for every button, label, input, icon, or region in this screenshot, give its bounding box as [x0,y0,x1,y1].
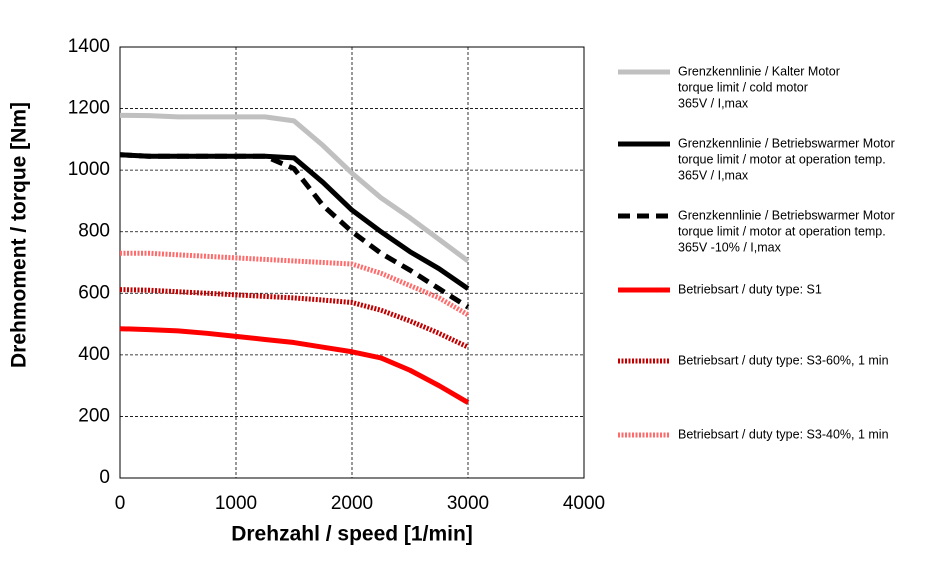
y-tick-label: 1400 [68,36,110,57]
legend-entry: Grenzkennlinie / Kalter Motor torque limi… [618,64,840,110]
legend-label: 365V / I,max [678,168,749,182]
x-tick-label: 2000 [331,493,373,514]
y-tick-label: 1000 [68,159,110,180]
legend-label: Betriebsart / duty type: S3-40%, 1 min [678,427,889,441]
legend-label: torque limit / motor at operation temp. [678,224,886,238]
x-tick-label: 1000 [215,493,257,514]
legend-label: Grenzkennlinie / Betriebswarmer Motor [678,136,895,150]
x-tick-label: 4000 [563,493,605,514]
legend-entry: Grenzkennlinie / Betriebswarmer Motor tor… [618,208,895,254]
legend-label: Grenzkennlinie / Kalter Motor [678,64,840,78]
series-line [119,326,470,405]
legend-label: Grenzkennlinie / Betriebswarmer Motor [678,208,895,222]
x-tick-label: 0 [115,493,126,514]
y-tick-label: 600 [78,282,110,303]
legend-label: 365V -10% / I,max [678,240,782,254]
y-tick-label: 400 [78,344,110,365]
series-line [119,287,470,350]
y-axis-label: Drehmoment / torque [Nm] [8,102,31,368]
y-tick-label: 800 [78,221,110,242]
legend-entry: Betriebsart / duty type: S1 [618,282,822,296]
legend-label: Betriebsart / duty type: S3-60%, 1 min [678,353,889,367]
series-line [119,112,470,263]
legend-label: torque limit / cold motor [678,80,808,94]
plot-frame [119,46,585,479]
series-line [119,152,470,310]
legend-entry: Betriebsart / duty type: S3-60%, 1 min [618,353,889,367]
x-tick-label: 3000 [447,493,489,514]
legend-label: torque limit / motor at operation temp. [678,152,886,166]
y-tick-label: 0 [99,467,110,488]
legend-label: Betriebsart / duty type: S1 [678,282,822,296]
y-tick-label: 1200 [68,98,110,119]
x-axis-label: Drehzahl / speed [1/min] [231,523,473,546]
y-tick-label: 200 [78,405,110,426]
legend-entry: Grenzkennlinie / Betriebswarmer Motor tor… [618,136,895,182]
series-line [120,250,470,317]
legend-entry: Betriebsart / duty type: S3-40%, 1 min [618,427,889,441]
legend-label: 365V / I,max [678,96,749,110]
